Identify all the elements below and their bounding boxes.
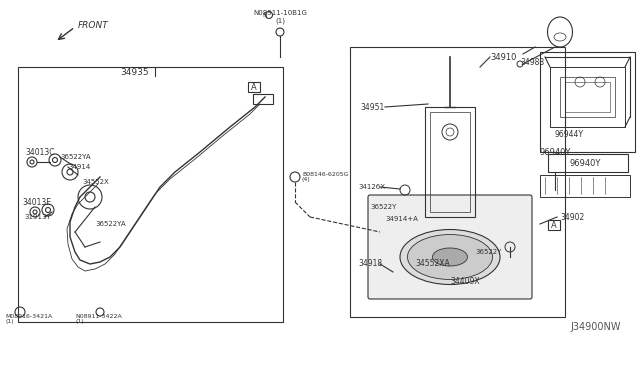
FancyBboxPatch shape [368,195,532,299]
Bar [248,82,260,92]
Text: 36522YA: 36522YA [60,154,91,160]
Bar [350,47,565,317]
Text: B08146-6205G
(4): B08146-6205G (4) [302,171,349,182]
Text: A: A [551,221,557,230]
Text: 34951: 34951 [361,103,385,112]
Text: FRONT: FRONT [78,20,109,29]
Text: 36522Y: 36522Y [475,249,501,255]
Bar [560,77,615,117]
Text: 96940Y: 96940Y [570,158,601,167]
Text: J34900NW: J34900NW [570,322,621,332]
Text: 34910: 34910 [490,52,516,61]
Text: M08916-3421A
(1): M08916-3421A (1) [5,314,52,324]
Text: A: A [251,83,257,92]
Text: N08911-3422A
(1): N08911-3422A (1) [75,314,122,324]
Text: 36522Y: 36522Y [370,204,396,210]
Ellipse shape [400,230,500,285]
Text: N08911-10B1G
(1): N08911-10B1G (1) [253,10,307,24]
Text: 34935: 34935 [120,67,148,77]
Text: 34552X: 34552X [82,179,109,185]
Text: 36522YA: 36522YA [95,221,125,227]
Bar [550,67,625,127]
Bar [540,175,630,197]
Text: 34126X: 34126X [358,184,385,190]
Text: 34409X: 34409X [450,278,479,286]
Ellipse shape [408,234,493,279]
Text: 31913Y: 31913Y [24,214,51,220]
Text: 96940Y: 96940Y [540,148,571,157]
Text: 34988: 34988 [520,58,544,67]
Ellipse shape [433,248,467,266]
Text: 34552XA: 34552XA [415,260,450,269]
Text: 34914: 34914 [68,164,90,170]
Bar [18,67,283,322]
Text: 34013C: 34013C [25,148,54,157]
Bar [548,154,628,172]
Text: 34013E: 34013E [22,198,51,206]
Text: N: N [262,13,268,17]
Text: 34918: 34918 [358,260,382,269]
Text: 34914+A: 34914+A [385,216,418,222]
Text: 34902: 34902 [560,212,584,221]
Bar [425,107,475,217]
Bar [540,52,635,152]
Bar [565,82,610,112]
Bar [253,94,273,104]
Text: 96944Y: 96944Y [555,129,584,138]
Bar [548,220,560,230]
Bar [430,112,470,212]
